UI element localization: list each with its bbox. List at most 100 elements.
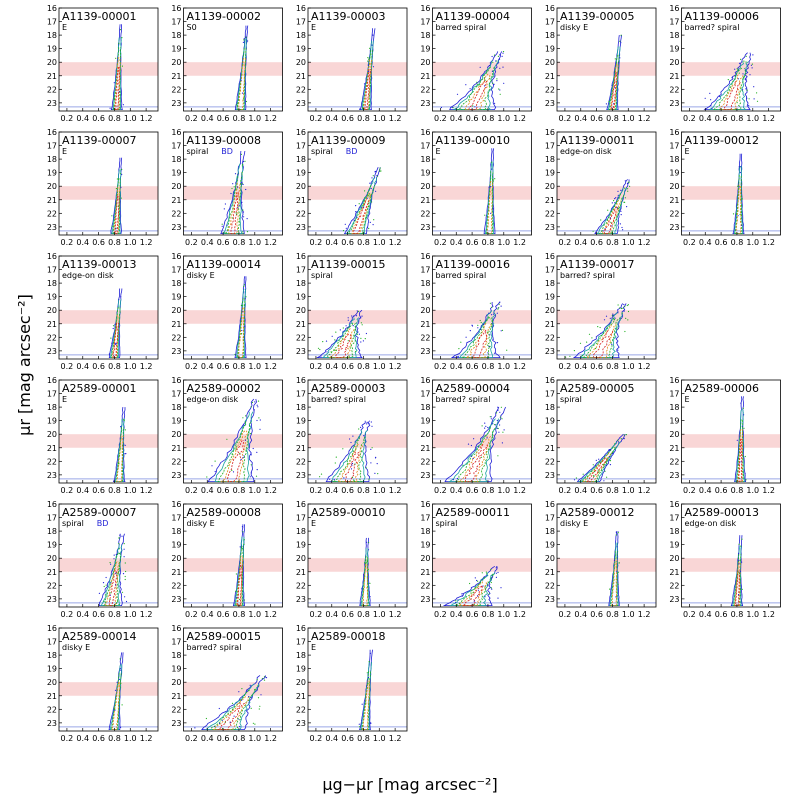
profile-point — [469, 598, 471, 600]
profile-point — [457, 356, 459, 358]
profile-point — [615, 534, 618, 536]
profile-point — [620, 189, 622, 191]
profile-point — [376, 174, 378, 177]
y-tick-label: 17 — [47, 142, 57, 151]
profile-point — [111, 225, 113, 227]
y-tick-label: 16 — [420, 500, 430, 509]
profile-point — [242, 232, 244, 235]
profile-point — [121, 65, 123, 67]
profile-point — [620, 42, 622, 44]
profile-point — [238, 204, 240, 206]
profile-point — [495, 60, 497, 62]
y-tick-label: 22 — [296, 581, 306, 590]
x-tick-label: 0.4 — [450, 486, 463, 495]
profile-point — [218, 707, 220, 710]
profile-point — [491, 70, 493, 72]
y-tick-label: 23 — [47, 99, 57, 108]
y-tick-label: 21 — [296, 692, 306, 701]
x-tick-label: 1.2 — [140, 486, 153, 495]
y-tick-label: 16 — [420, 376, 430, 385]
profile-point — [245, 415, 247, 417]
y-tick-label: 20 — [171, 554, 181, 563]
x-tick-label: 0.6 — [217, 362, 230, 371]
x-tick-label: 0.6 — [217, 734, 230, 743]
profile-point — [256, 419, 258, 422]
profile-point — [122, 104, 124, 106]
y-tick-label: 17 — [296, 514, 306, 523]
profile-point — [245, 296, 247, 298]
profile-point — [125, 570, 127, 573]
profile-point — [473, 438, 475, 440]
y-tick-label: 22 — [171, 581, 181, 590]
panel-morphology: disky E — [62, 643, 90, 652]
profile-point — [241, 688, 243, 690]
profile-point — [619, 40, 621, 43]
profile-point — [357, 310, 360, 312]
profile-point — [620, 214, 622, 216]
profile-point — [367, 64, 369, 66]
profile-point — [246, 231, 249, 233]
profile-point — [367, 683, 369, 685]
profile-point — [118, 537, 120, 539]
x-tick-label: 0.6 — [92, 486, 105, 495]
profile-point — [501, 55, 503, 58]
panel-frame — [681, 379, 781, 484]
profile-point — [710, 99, 712, 101]
profile-point — [487, 426, 489, 429]
x-tick-label: 1.2 — [264, 238, 277, 247]
profile-point — [617, 207, 619, 209]
contour-line — [114, 195, 120, 234]
profile-point — [234, 353, 236, 356]
y-tick-label: 18 — [296, 279, 306, 288]
profile-point — [255, 689, 257, 691]
contour-line — [737, 429, 744, 482]
profile-point — [498, 88, 500, 90]
panel-morphology: E — [311, 23, 316, 32]
profile-point — [497, 597, 499, 599]
y-tick-label: 20 — [420, 430, 430, 439]
profile-point — [374, 472, 376, 474]
contour-line — [100, 544, 123, 606]
y-tick-label: 20 — [545, 430, 555, 439]
profile-point — [497, 406, 499, 408]
panel: 16 17 18 19 20 21 22 23 0.2 0.4 0.6 0.8 1.0 1.2 A1139-… — [171, 252, 283, 371]
profile-point — [232, 183, 234, 185]
x-tick-label: 0.2 — [434, 114, 447, 123]
y-tick-label: 22 — [171, 457, 181, 466]
profile-point — [614, 202, 616, 204]
profile-point — [738, 186, 740, 188]
profile-point — [711, 107, 713, 109]
panel-frame — [58, 379, 159, 484]
x-tick-label: 0.2 — [559, 238, 572, 247]
y-tick-label: 21 — [669, 196, 679, 205]
profile-point — [738, 72, 740, 74]
profile-point — [489, 416, 491, 418]
x-tick-label: 0.6 — [466, 362, 479, 371]
profile-point — [374, 171, 376, 173]
panel: 16 17 18 19 20 21 22 23 0.2 0.4 0.6 0.8 1.0 1.2 A1139-… — [171, 128, 283, 247]
y-tick-label: 16 — [669, 500, 679, 509]
profile-point — [366, 559, 368, 561]
profile-point — [257, 697, 260, 699]
profile-point — [319, 348, 321, 351]
profile-point — [613, 319, 616, 321]
profile-point — [334, 339, 336, 341]
contour-line — [114, 57, 121, 110]
x-tick-label: 1.0 — [248, 610, 261, 619]
profile-point — [102, 582, 105, 584]
profile-point — [353, 480, 356, 482]
x-tick-label: 0.4 — [699, 238, 712, 247]
panel-title: A2589-00015 — [187, 630, 261, 643]
panel-frame — [307, 627, 408, 732]
profile-point — [734, 68, 736, 70]
profile-point — [118, 455, 121, 457]
profile-point — [221, 225, 223, 227]
y-tick-label: 21 — [171, 196, 181, 205]
color-profile-contours — [319, 420, 379, 482]
profile-point — [124, 429, 126, 431]
profile-point — [351, 462, 354, 465]
panel-title: A2589-00006 — [685, 382, 759, 395]
y-tick-label: 18 — [669, 403, 679, 412]
y-tick-label: 22 — [171, 209, 181, 218]
profile-point — [492, 61, 494, 63]
